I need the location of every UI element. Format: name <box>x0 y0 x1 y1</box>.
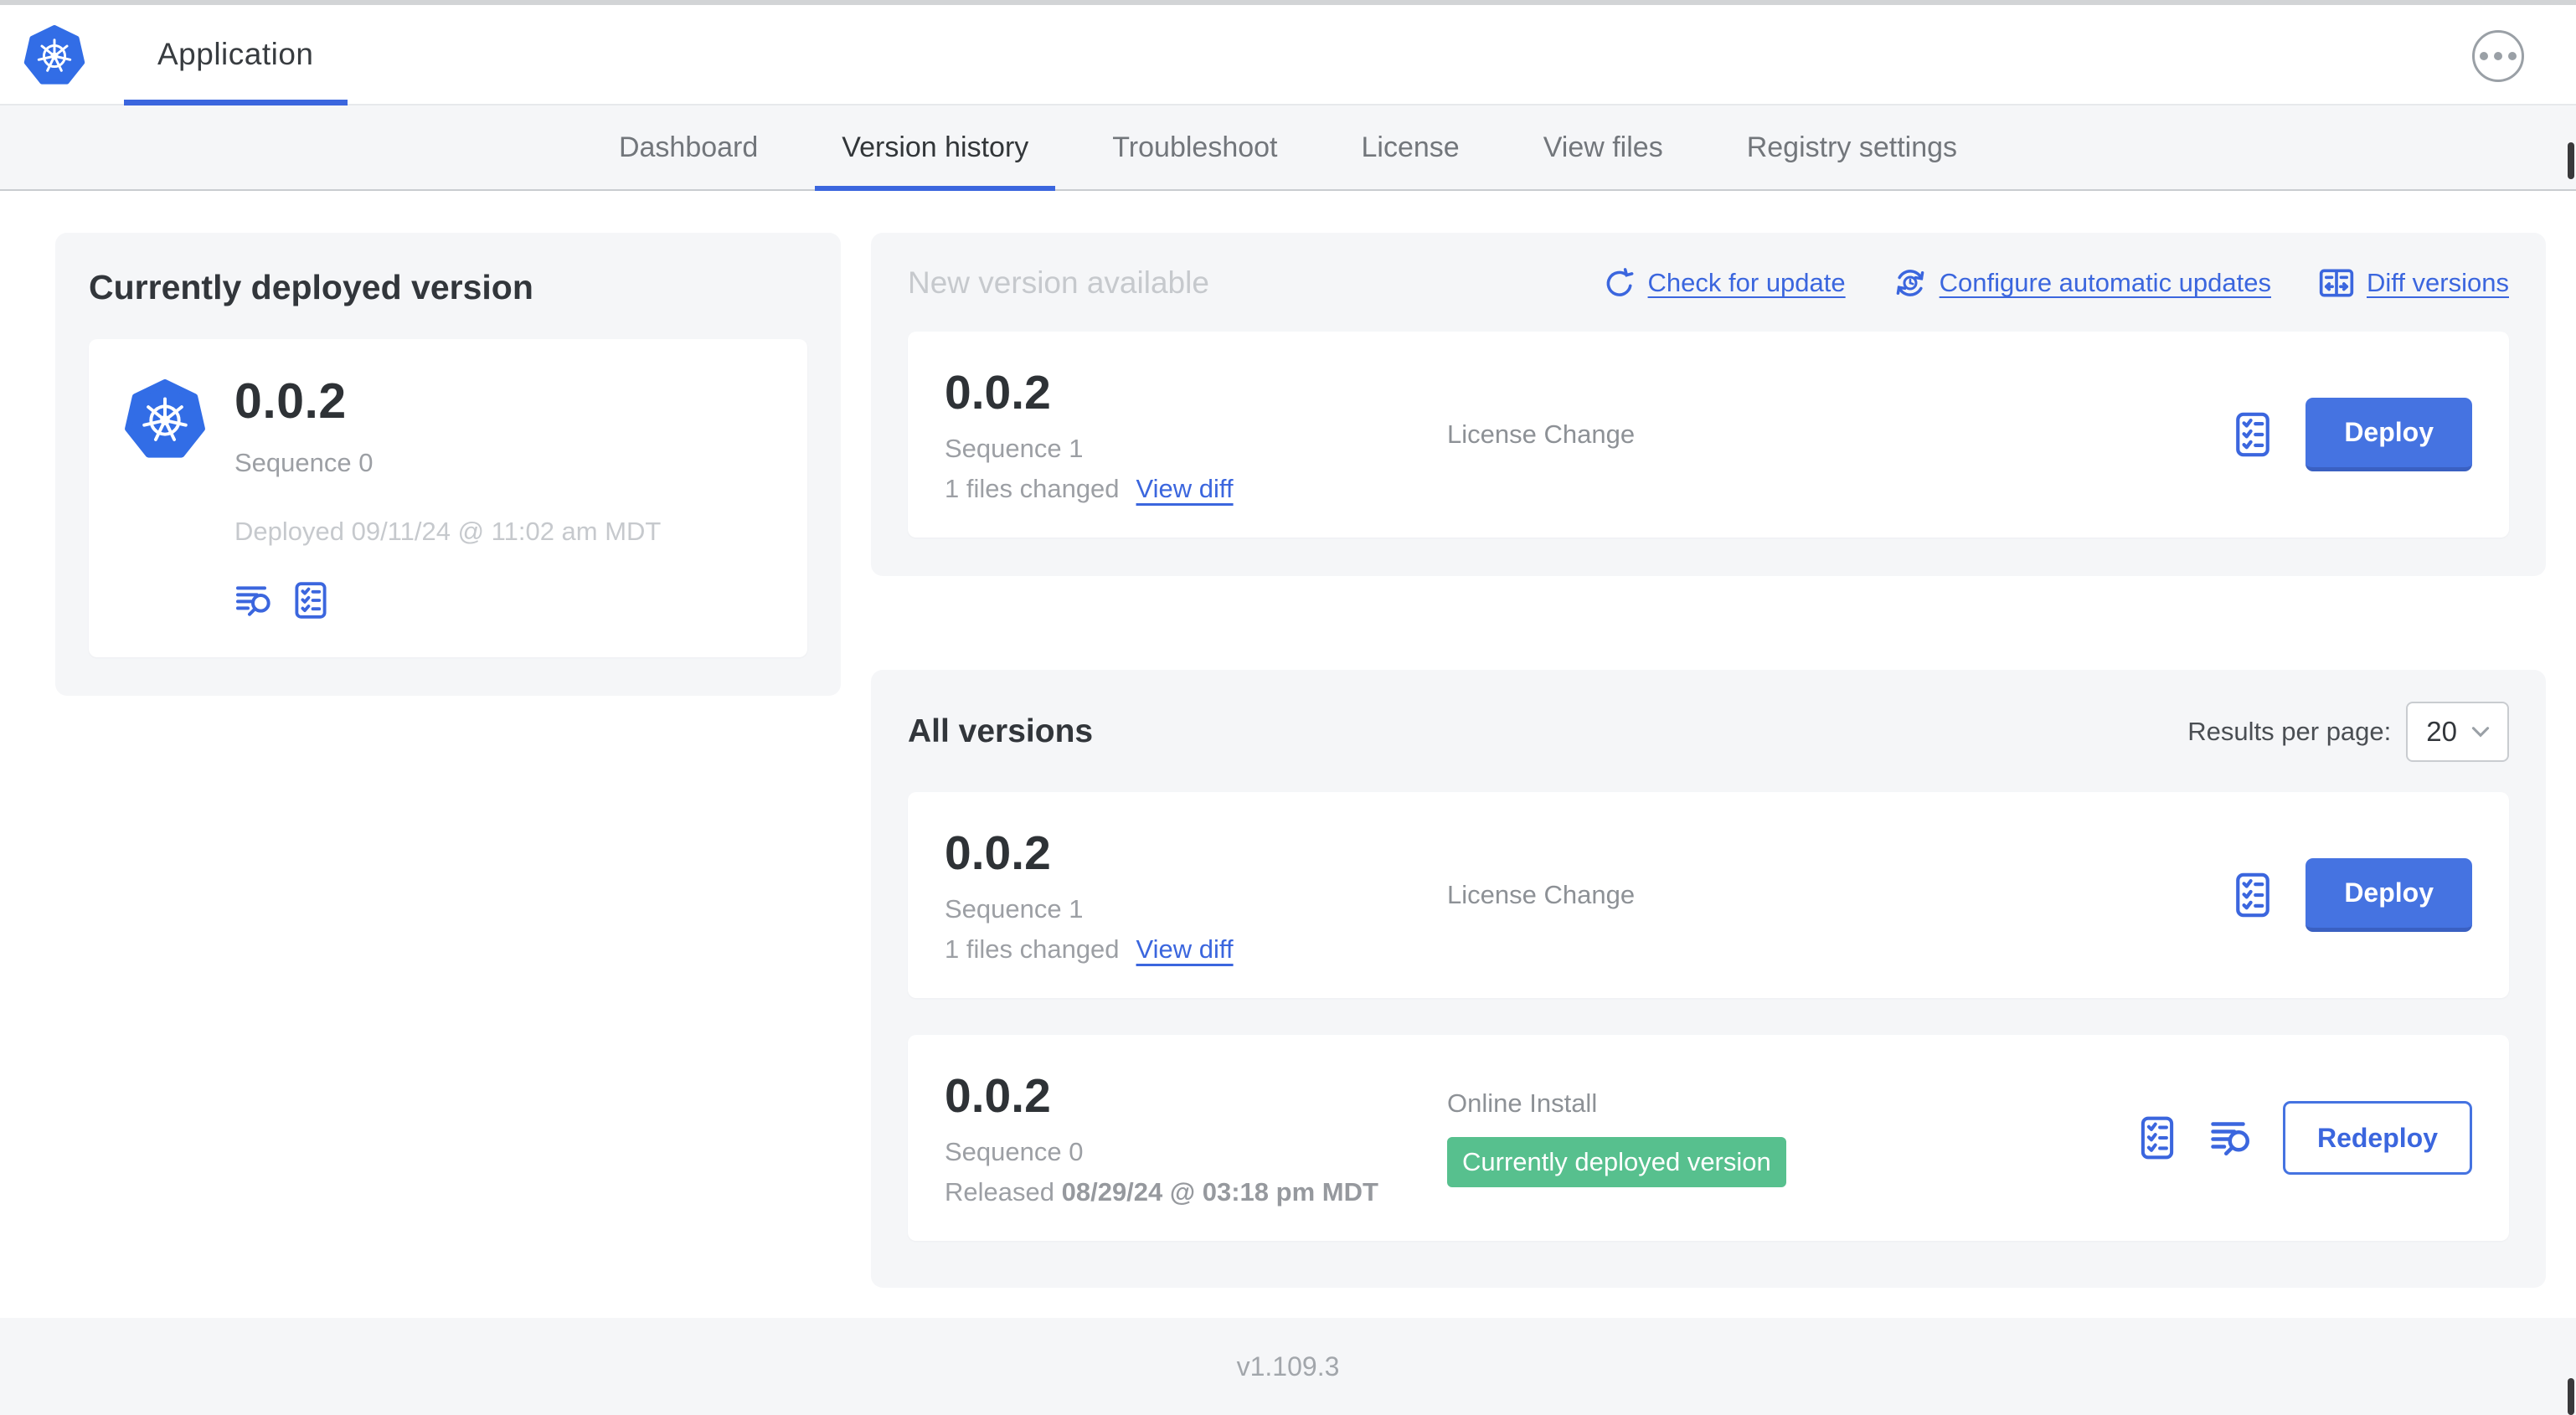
deployed-version-number: 0.0.2 <box>234 373 347 429</box>
check-for-update-link[interactable]: Check for update <box>1603 266 1846 300</box>
released-timestamp: Released 08/29/24 @ 03:18 pm MDT <box>945 1177 1378 1207</box>
configure-automatic-updates-link[interactable]: Configure automatic updates <box>1893 265 2271 301</box>
version-number: 0.0.2 <box>945 826 1051 880</box>
version-source: Online Install <box>1447 1088 1598 1118</box>
preflight-checks-icon[interactable] <box>291 581 330 620</box>
version-row: 0.0.2 Sequence 0 Released 08/29/24 @ 03:… <box>908 1035 2509 1241</box>
app-tab-label: Application <box>157 37 314 71</box>
version-sequence: Sequence 1 <box>945 434 1084 463</box>
results-per-page-value: 20 <box>2426 716 2457 747</box>
console-version: v1.109.3 <box>1236 1351 1340 1382</box>
tab-troubleshoot[interactable]: Troubleshoot <box>1112 131 1278 163</box>
all-versions-panel: All versions Results per page: 20 0.0.2 … <box>871 670 2546 1288</box>
view-deploy-logs-icon[interactable] <box>2209 1115 2254 1160</box>
tab-registry-settings[interactable]: Registry settings <box>1746 131 1958 163</box>
preflight-checks-icon[interactable] <box>2228 410 2277 459</box>
app-header: Application <box>0 5 2576 105</box>
view-diff-link[interactable]: View diff <box>1136 474 1234 503</box>
currently-deployed-panel: Currently deployed version <box>55 233 841 696</box>
tab-version-history[interactable]: Version history <box>800 105 1070 191</box>
version-source: License Change <box>1447 880 1636 909</box>
app-tab-application[interactable]: Application <box>124 5 348 105</box>
currently-deployed-title: Currently deployed version <box>89 268 533 306</box>
results-per-page-label: Results per page: <box>2187 717 2392 746</box>
scrollbar-thumb[interactable] <box>2568 142 2574 179</box>
files-changed-text: 1 files changed <box>945 934 1120 964</box>
version-sequence: Sequence 1 <box>945 894 1084 924</box>
version-source: License Change <box>1447 419 1636 449</box>
chevron-down-icon <box>2470 724 2491 739</box>
tab-license[interactable]: License <box>1361 131 1460 163</box>
currently-deployed-badge: Currently deployed version <box>1447 1137 1786 1187</box>
currently-deployed-card: 0.0.2 Sequence 0 Deployed 09/11/24 @ 11:… <box>89 339 807 657</box>
all-versions-title: All versions <box>908 713 1094 749</box>
version-row: 0.0.2 Sequence 1 1 files changed View di… <box>908 792 2509 998</box>
deployed-timestamp: Deployed 09/11/24 @ 11:02 am MDT <box>234 517 662 546</box>
preflight-checks-icon[interactable] <box>2228 871 2277 919</box>
version-number: 0.0.2 <box>945 366 1051 419</box>
new-version-card: 0.0.2 Sequence 1 1 files changed View di… <box>908 332 2509 538</box>
version-number: 0.0.2 <box>945 1069 1051 1123</box>
kubernetes-logo-icon <box>23 25 85 87</box>
view-deploy-logs-icon[interactable] <box>234 580 275 620</box>
scrollbar-thumb[interactable] <box>2568 1378 2574 1415</box>
view-diff-link[interactable]: View diff <box>1136 934 1234 964</box>
files-changed-text: 1 files changed <box>945 474 1120 503</box>
ellipsis-icon <box>2480 52 2488 60</box>
tab-view-files[interactable]: View files <box>1543 131 1663 163</box>
refresh-icon <box>1603 266 1636 300</box>
tab-dashboard[interactable]: Dashboard <box>618 131 759 163</box>
more-menu-button[interactable] <box>2472 30 2524 82</box>
window-top-edge <box>0 0 2576 5</box>
redeploy-button[interactable]: Redeploy <box>2282 1101 2472 1175</box>
sync-clock-icon <box>1893 265 1928 301</box>
results-per-page-select[interactable]: 20 <box>2406 702 2509 762</box>
new-version-panel: New version available Check for update <box>871 233 2546 576</box>
app-nav: Dashboard Version history Troubleshoot L… <box>0 105 2576 191</box>
version-sequence: Sequence 0 <box>945 1137 1084 1166</box>
new-version-title: New version available <box>908 265 1209 300</box>
deploy-button[interactable]: Deploy <box>2306 858 2472 932</box>
deploy-button[interactable]: Deploy <box>2306 398 2472 471</box>
diff-versions-link[interactable]: Diff versions <box>2318 265 2509 301</box>
kubernetes-logo-icon <box>124 379 206 461</box>
preflight-checks-icon[interactable] <box>2134 1114 2181 1161</box>
app-footer: v1.109.3 <box>0 1318 2576 1415</box>
deployed-sequence: Sequence 0 <box>234 448 374 477</box>
diff-icon <box>2318 265 2355 301</box>
